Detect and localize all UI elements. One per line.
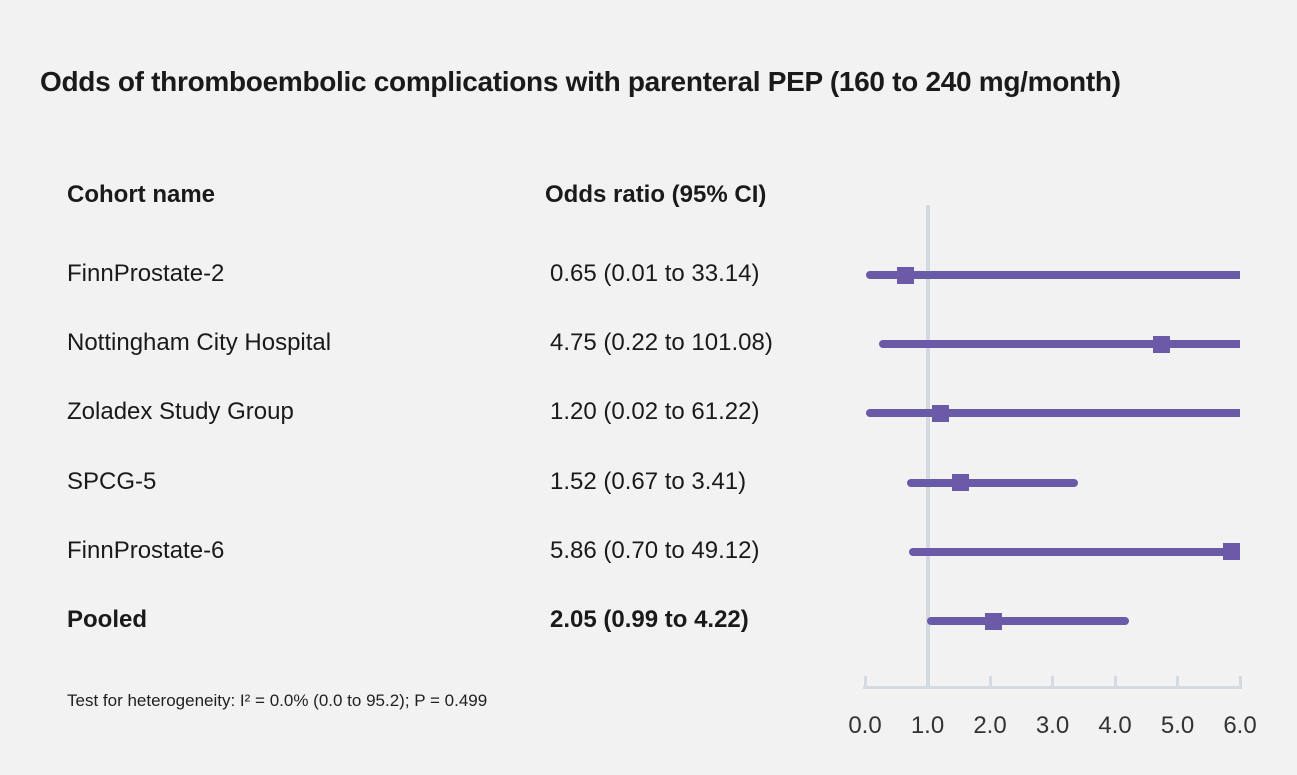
x-axis-tick <box>1176 676 1179 686</box>
confidence-interval-line <box>926 617 1129 625</box>
confidence-interval-line <box>878 340 1240 349</box>
odds-ratio-value: 5.86 (0.70 to 49.12) <box>550 537 760 564</box>
column-header-cohort-name: Cohort name <box>67 181 216 208</box>
odds-ratio-value: 4.75 (0.22 to 101.08) <box>550 329 773 356</box>
x-axis-tick <box>1051 676 1054 686</box>
odds-ratio-value: 1.52 (0.67 to 3.41) <box>550 468 747 495</box>
confidence-interval-line <box>906 478 1079 487</box>
cohort-label: Pooled <box>67 606 148 633</box>
column-header-odds-ratio: Odds ratio (95% CI) <box>545 181 767 208</box>
x-axis-tick <box>863 676 867 686</box>
odds-ratio-value: 0.65 (0.01 to 33.14) <box>550 260 760 287</box>
x-axis-tick-label: 1.0 <box>910 712 945 739</box>
x-axis-tick-label: 5.0 <box>1160 712 1195 739</box>
heterogeneity-footnote: Test for heterogeneity: I² = 0.0% (0.0 t… <box>67 691 488 710</box>
table-row: FinnProstate-2 0.65 (0.01 to 33.14) <box>0 260 860 290</box>
point-estimate-marker <box>1222 543 1240 561</box>
cohort-label: FinnProstate-6 <box>67 537 225 564</box>
table-row-pooled: Pooled 2.05 (0.99 to 4.22) <box>0 606 860 636</box>
confidence-interval-line <box>865 271 1240 279</box>
figure-title: Odds of thromboembolic complications wit… <box>40 66 1121 97</box>
confidence-interval-line <box>908 547 1240 556</box>
odds-ratio-value: 2.05 (0.99 to 4.22) <box>550 606 749 633</box>
x-axis-tick-label: 4.0 <box>1098 712 1132 739</box>
x-axis-tick <box>926 676 929 686</box>
x-axis-tick-label: 3.0 <box>1035 712 1070 739</box>
x-axis-tick-label: 6.0 <box>1223 712 1257 739</box>
x-axis-tick-label: 0.0 <box>848 712 882 739</box>
cohort-label: Zoladex Study Group <box>67 398 294 425</box>
x-axis-tick <box>1238 676 1242 686</box>
point-estimate-marker <box>1153 335 1171 353</box>
odds-ratio-value: 1.20 (0.02 to 61.22) <box>550 398 760 425</box>
x-axis-line <box>863 686 1242 689</box>
point-estimate-marker <box>951 474 969 492</box>
cohort-label: Nottingham City Hospital <box>67 329 332 356</box>
x-axis-tick-label: 2.0 <box>973 712 1007 739</box>
table-row: Zoladex Study Group 1.20 (0.02 to 61.22) <box>0 398 860 428</box>
confidence-interval-line <box>866 409 1240 418</box>
table-row: SPCG-5 1.52 (0.67 to 3.41) <box>0 468 860 498</box>
table-row: FinnProstate-6 5.86 (0.70 to 49.12) <box>0 537 860 567</box>
x-axis-tick <box>988 676 992 686</box>
x-axis-tick <box>1113 676 1117 686</box>
table-row: Nottingham City Hospital 4.75 (0.22 to 1… <box>0 329 860 359</box>
point-estimate-marker <box>897 266 915 284</box>
cohort-label: SPCG-5 <box>67 468 157 495</box>
pooled-estimate-marker <box>984 612 1002 630</box>
point-estimate-marker <box>931 404 949 422</box>
cohort-label: FinnProstate-2 <box>67 260 225 287</box>
reference-line <box>925 205 930 689</box>
